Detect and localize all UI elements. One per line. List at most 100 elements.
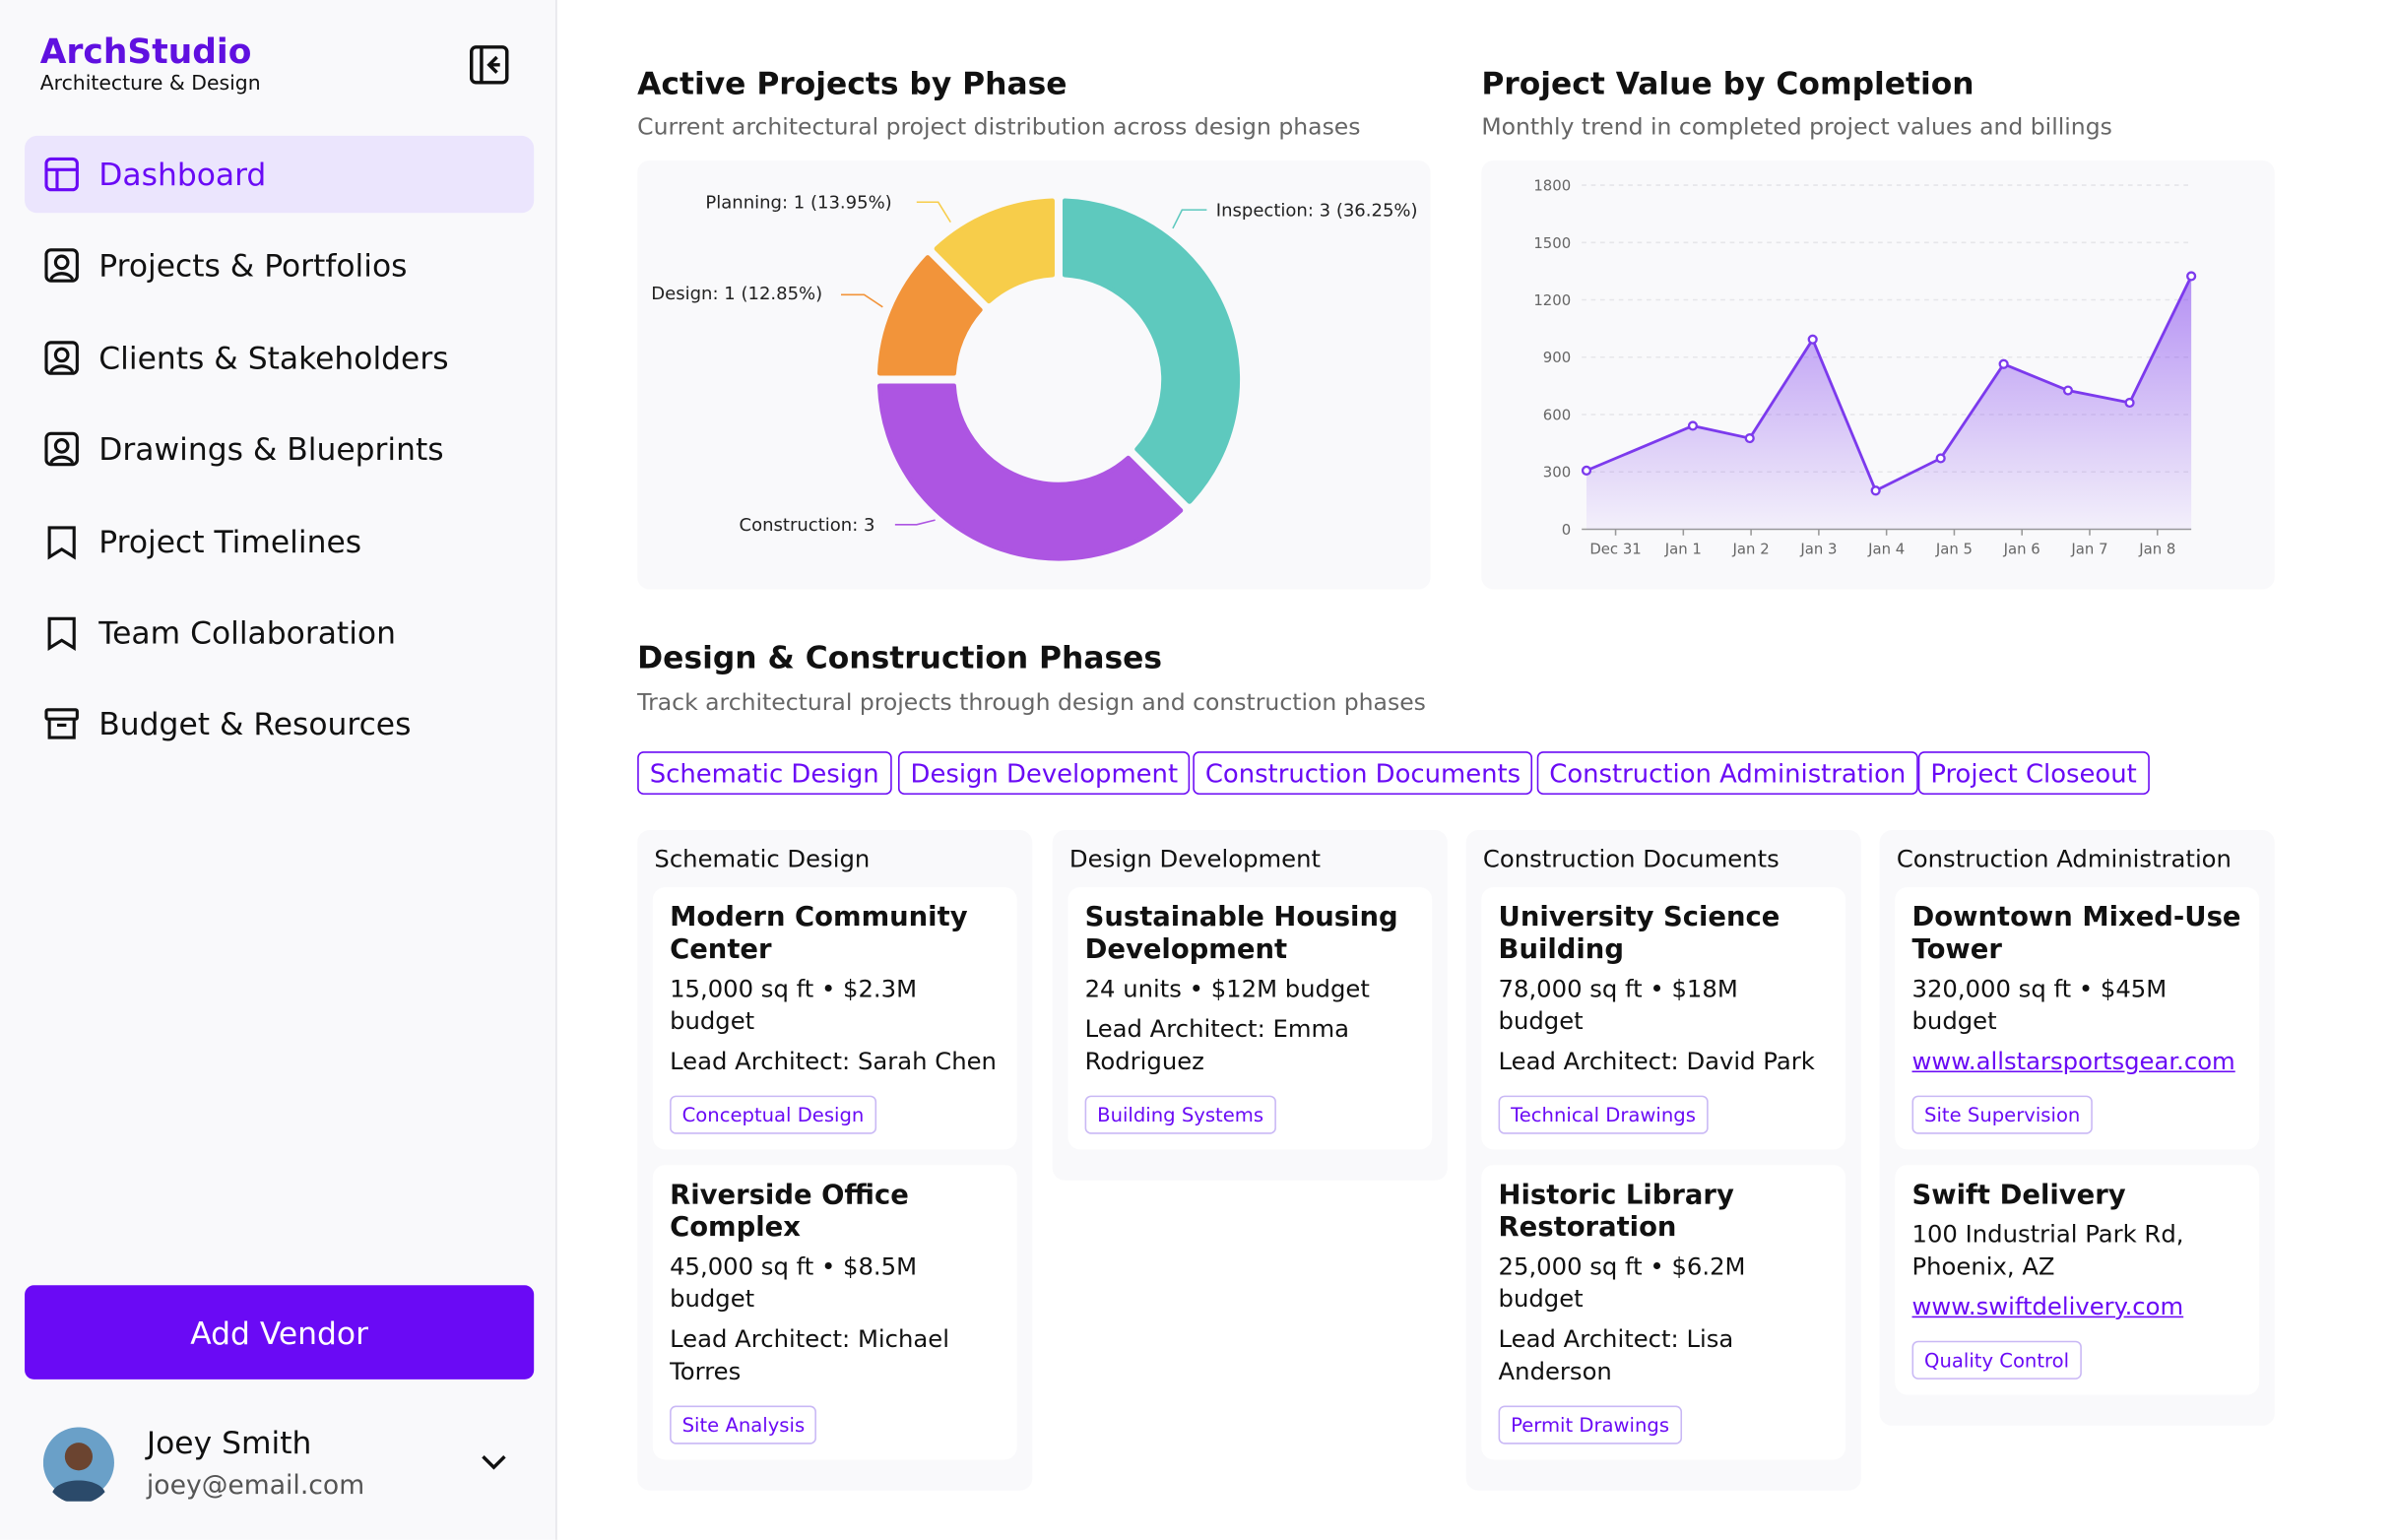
- card-tag: Site Analysis: [670, 1405, 817, 1444]
- line: [1586, 275, 2193, 493]
- nav-item[interactable]: Project Timelines: [25, 502, 534, 579]
- card-detail: 15,000 sq ft • $2.3M budget: [670, 975, 918, 1036]
- project-card: Riverside Office Complex 45,000 sq ft • $…: [652, 1165, 1017, 1460]
- board-column: Construction Documents University Science…: [1465, 830, 1861, 1491]
- phase-tab[interactable]: Schematic Design: [637, 751, 892, 796]
- donut-label: Planning: 1 (13.95%): [705, 193, 891, 214]
- user-menu-chevron[interactable]: [479, 1450, 509, 1475]
- tagline: Architecture & Design: [39, 72, 261, 96]
- charts: Inspection: 3 (36.25%) Construction: 3 Des…: [637, 160, 2275, 590]
- leader-line: [894, 519, 936, 526]
- project-card: Modern Community Center 15,000 sq ft • $2…: [652, 887, 1017, 1150]
- board-column: Construction Administration Downtown Mixe…: [1879, 830, 2275, 1426]
- donut-label: Inspection: 3 (36.25%): [1216, 200, 1418, 221]
- column-title: Schematic Design: [654, 845, 871, 873]
- avatar: [42, 1427, 114, 1502]
- leader-line: [916, 201, 951, 224]
- card-tag: Technical Drawings: [1498, 1095, 1709, 1134]
- y-tick-label: 600: [1543, 406, 1571, 423]
- nav-icon: [44, 340, 79, 375]
- phase-tab[interactable]: Project Closeout: [1917, 751, 2150, 796]
- card-tag: Permit Drawings: [1498, 1405, 1682, 1444]
- user-name: Joey Smith: [146, 1424, 312, 1461]
- card-link[interactable]: www.swiftdelivery.com: [1911, 1293, 2184, 1321]
- card-title: Sustainable Housing Development: [1084, 902, 1398, 966]
- nav-item[interactable]: Team Collaboration: [25, 594, 534, 671]
- card-detail: 320,000 sq ft • $45M budget: [1911, 975, 2168, 1036]
- nav-label: Clients & Stakeholders: [98, 339, 449, 377]
- point: [2062, 385, 2074, 396]
- card-title: University Science Building: [1498, 902, 1780, 966]
- nav-item[interactable]: Drawings & Blueprints: [25, 411, 534, 487]
- card-tag: Building Systems: [1084, 1095, 1276, 1134]
- board-column: Design Development Sustainable Housing De…: [1052, 830, 1448, 1181]
- phase-tab[interactable]: Construction Documents: [1193, 751, 1533, 796]
- nav-item[interactable]: Dashboard: [25, 135, 535, 214]
- card-detail: 24 units • $12M budget: [1084, 975, 1370, 1003]
- card-tag: Conceptual Design: [670, 1095, 876, 1134]
- point: [1870, 485, 1881, 496]
- phase-tab[interactable]: Construction Administration: [1536, 751, 1918, 796]
- card-link[interactable]: www.allstarsportsgear.com: [1911, 1047, 2235, 1076]
- point: [1935, 453, 1946, 464]
- point: [1581, 465, 1592, 476]
- nav-label: Team Collaboration: [98, 613, 396, 652]
- nav-item[interactable]: Budget & Resources: [25, 685, 534, 762]
- add-vendor-button[interactable]: Add Vendor: [25, 1285, 535, 1380]
- nav-item[interactable]: Clients & Stakeholders: [25, 319, 534, 396]
- donut-card: [637, 160, 1431, 590]
- donut-subtitle: Current architectural project distributi…: [637, 112, 1361, 141]
- nav-icon: [44, 708, 79, 740]
- line-subtitle: Monthly trend in completed project value…: [1481, 112, 2112, 141]
- card-detail: Lead Architect: Emma Rodriguez: [1084, 1015, 1350, 1076]
- board-subtitle: Track architectural projects through des…: [637, 687, 1426, 717]
- point: [2186, 271, 2197, 282]
- point: [1998, 358, 2009, 369]
- leader-line: [841, 293, 883, 308]
- board-column: Schematic Design Modern Community Center 1…: [637, 830, 1033, 1491]
- user-email: joey@email.com: [146, 1470, 365, 1502]
- leader-line: [1172, 209, 1207, 229]
- nav-label: Dashboard: [98, 156, 267, 193]
- card-detail: 100 Industrial Park Rd, Phoenix, AZ: [1911, 1220, 2184, 1281]
- nav-label: Drawings & Blueprints: [98, 430, 444, 469]
- area: [1586, 276, 2192, 530]
- y-tick-label: 1500: [1533, 234, 1571, 252]
- card-title: Historic Library Restoration: [1498, 1180, 1734, 1245]
- project-card: Swift Delivery 100 Industrial Park Rd, Ph…: [1895, 1165, 2260, 1395]
- nav-icon: [44, 432, 79, 467]
- card-detail: Lead Architect: David Park: [1498, 1047, 1815, 1076]
- sidebar: ArchStudio Architecture & Design Add Ven…: [0, 0, 557, 1540]
- point: [1687, 420, 1699, 431]
- point: [1807, 334, 1818, 345]
- card-title: Downtown Mixed-Use Tower: [1911, 902, 2241, 966]
- x-tick-label: Jan 5: [1935, 541, 1973, 558]
- nav-icon: [44, 248, 79, 284]
- x-tick-label: Jan 2: [1732, 541, 1770, 558]
- phase-tab[interactable]: Design Development: [897, 751, 1191, 796]
- donut-segment: [934, 198, 1055, 304]
- nav-label: Project Timelines: [98, 522, 362, 560]
- card-title: Modern Community Center: [670, 902, 968, 966]
- nav-item[interactable]: Projects & Portfolios: [25, 227, 534, 304]
- x-tick-label: Jan 1: [1664, 541, 1702, 558]
- card-detail: Lead Architect: Michael Torres: [670, 1325, 949, 1386]
- card-tag: Quality Control: [1911, 1340, 2082, 1380]
- column-title: Design Development: [1068, 845, 1322, 873]
- x-tick-label: Jan 3: [1799, 541, 1837, 558]
- project-card: Sustainable Housing Development 24 units …: [1068, 887, 1433, 1150]
- column-title: Construction Documents: [1482, 845, 1780, 873]
- nav-icon: [44, 157, 79, 192]
- card-title: Riverside Office Complex: [670, 1180, 909, 1245]
- card-detail: 78,000 sq ft • $18M budget: [1498, 975, 1738, 1036]
- x-tick-label: Jan 8: [2138, 541, 2175, 558]
- x-tick-label: Jan 4: [1867, 541, 1905, 558]
- project-card: University Science Building 78,000 sq ft …: [1481, 887, 1846, 1150]
- donut-segment: [1062, 198, 1241, 504]
- y-tick-label: 900: [1543, 349, 1571, 366]
- collapse-icon[interactable]: [469, 44, 509, 85]
- nav-label: Budget & Resources: [98, 705, 412, 743]
- nav-label: Projects & Portfolios: [98, 247, 408, 285]
